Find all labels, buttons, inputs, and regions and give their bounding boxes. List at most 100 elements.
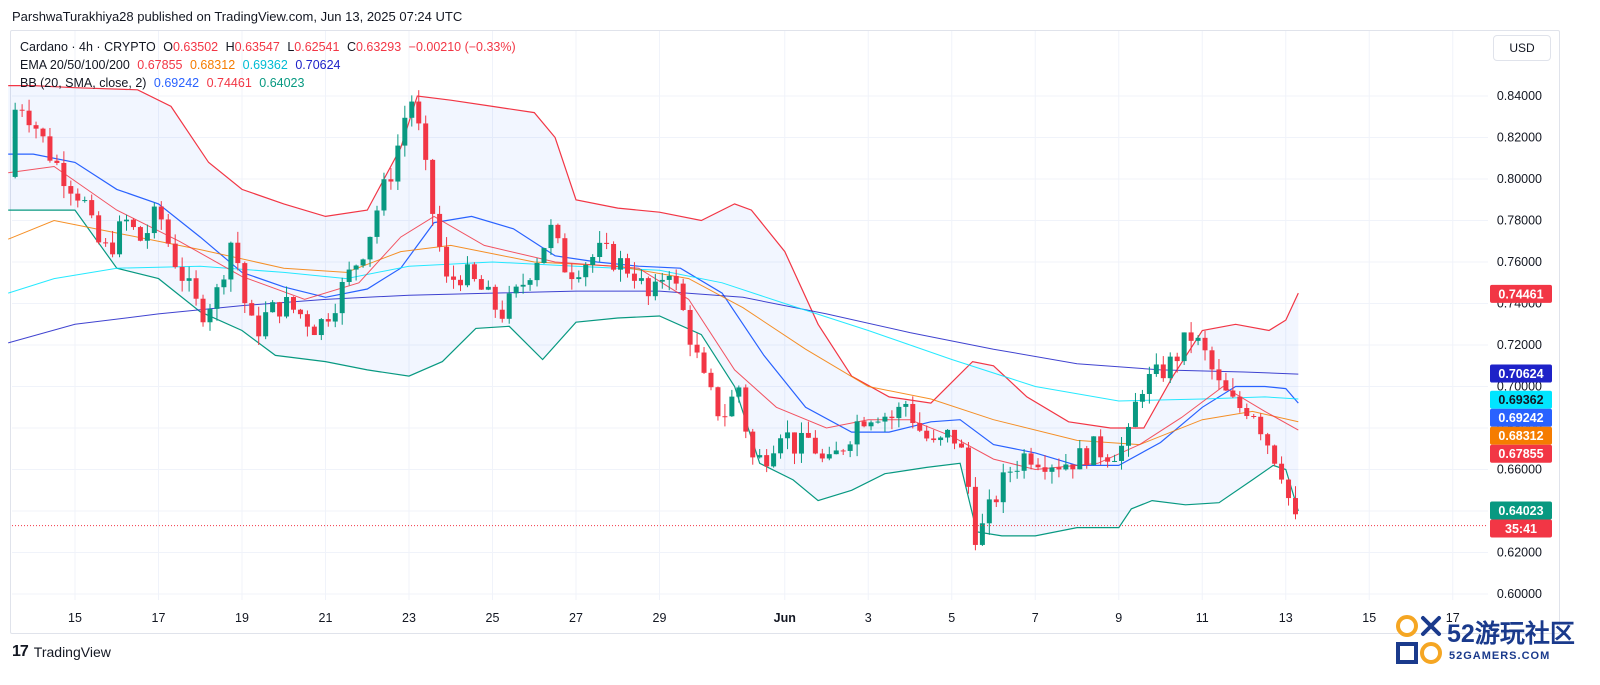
candle-body — [1119, 445, 1125, 461]
candle-body — [875, 421, 881, 423]
currency-selector[interactable]: USD — [1493, 35, 1551, 61]
candle-body — [1035, 464, 1041, 468]
candle-body — [318, 319, 324, 336]
candle-body — [965, 447, 971, 487]
candle-body — [1188, 332, 1194, 341]
candle-body — [534, 263, 540, 281]
candle-body — [151, 206, 157, 234]
candle-body — [924, 430, 930, 439]
high-label: H — [225, 40, 235, 54]
ema20-value: 0.67855 — [137, 58, 183, 72]
watermark-logo-icon — [1396, 615, 1442, 664]
candle-body — [979, 523, 985, 545]
candle-body — [938, 437, 944, 441]
candle-body — [764, 455, 770, 467]
candle-body — [1160, 364, 1166, 379]
candle-body — [896, 406, 902, 419]
candle-body — [611, 243, 617, 270]
candle-body — [631, 273, 637, 281]
price-badge-label-7: 35:41 — [1505, 522, 1537, 536]
x-tick-label-15: 15 — [1362, 611, 1376, 625]
candle-body — [1174, 356, 1180, 362]
candle-body — [68, 186, 74, 194]
price-badge-7 — [1490, 519, 1552, 538]
candle-body — [1153, 364, 1159, 375]
candle-body — [903, 403, 909, 407]
ema-lines — [8, 165, 1299, 471]
candle-body — [54, 160, 60, 163]
ema200-line — [8, 290, 1299, 375]
price-badge-label-4: 0.68312 — [1498, 429, 1543, 443]
candle-body — [1132, 401, 1138, 427]
candle-body — [687, 309, 693, 345]
candle-body — [1272, 445, 1278, 464]
high-value: 0.63547 — [234, 40, 280, 54]
candle-body — [952, 429, 958, 444]
candle-body — [451, 276, 457, 280]
chart-frame[interactable] — [10, 30, 1560, 634]
candle-body — [416, 101, 422, 124]
candle-body — [778, 438, 784, 454]
tradingview-footer[interactable]: 17 TradingView — [12, 643, 111, 661]
candle-body — [819, 453, 825, 459]
bb-basis-value: 0.69242 — [153, 76, 200, 90]
candle-body — [624, 258, 630, 274]
ema50-value: 0.68312 — [189, 58, 236, 72]
candle-body — [659, 279, 665, 282]
ema-legend-row[interactable]: EMA 20/50/100/200 0.67855 0.68312 0.6936… — [20, 56, 520, 74]
close-value: 0.63293 — [355, 40, 402, 54]
candle-body — [478, 279, 484, 290]
candle-body — [805, 432, 811, 438]
candle-body — [290, 296, 296, 310]
candle-body — [729, 396, 735, 417]
candle-body — [221, 279, 227, 288]
candle-body — [499, 309, 505, 319]
candle-body — [1042, 467, 1048, 472]
candle-body — [861, 421, 867, 427]
candle-body — [868, 422, 874, 427]
candle-body — [694, 344, 700, 353]
candle-body — [1028, 453, 1034, 465]
bb-legend-row[interactable]: BB (20, SMA, close, 2) 0.69242 0.74461 0… — [20, 74, 520, 92]
candle-body — [297, 309, 303, 315]
candle-body — [423, 123, 429, 160]
watermark-site: 52GAMERS.COM — [1449, 650, 1551, 662]
close-label: C — [346, 40, 356, 54]
candle-body — [854, 421, 860, 445]
candle-body — [207, 308, 213, 323]
x-tick-label-11: 7 — [1032, 611, 1039, 625]
candle-body — [304, 314, 310, 327]
candle-body — [917, 423, 923, 431]
grid-lines — [12, 31, 1488, 600]
price-badge-2 — [1490, 390, 1552, 409]
candle-body — [430, 159, 436, 214]
candle-body — [680, 283, 686, 310]
price-badge-0 — [1490, 284, 1552, 303]
y-tick-label-3: 0.78000 — [1497, 214, 1542, 228]
candle-body — [123, 219, 129, 222]
candle-body — [61, 162, 67, 187]
symbol-legend-row[interactable]: Cardano · 4h · CRYPTO O0.63502 H0.63547 … — [20, 38, 520, 56]
y-tick-label-11: 0.62000 — [1497, 546, 1542, 560]
candle-body — [527, 280, 533, 285]
candle-body — [492, 286, 498, 310]
candle-body — [791, 432, 797, 454]
x-tick-label-8: Jun — [774, 611, 796, 625]
candle-body — [840, 450, 846, 452]
price-badge-3 — [1490, 408, 1552, 427]
candle-body — [736, 387, 742, 397]
y-tick-label-0: 0.84000 — [1497, 89, 1542, 103]
candle-body — [771, 453, 777, 467]
candle-body — [1292, 498, 1298, 515]
candle-body — [1146, 374, 1152, 394]
x-tick-label-7: 29 — [653, 611, 667, 625]
candle-body — [562, 238, 568, 273]
x-tick-label-10: 5 — [948, 611, 955, 625]
candle-body — [513, 286, 519, 294]
candle-body — [40, 128, 46, 137]
candle-body — [360, 259, 366, 266]
candle-body — [1125, 426, 1131, 446]
candle-body — [277, 302, 283, 317]
watermark-cn: 游玩社区 — [1474, 620, 1575, 648]
